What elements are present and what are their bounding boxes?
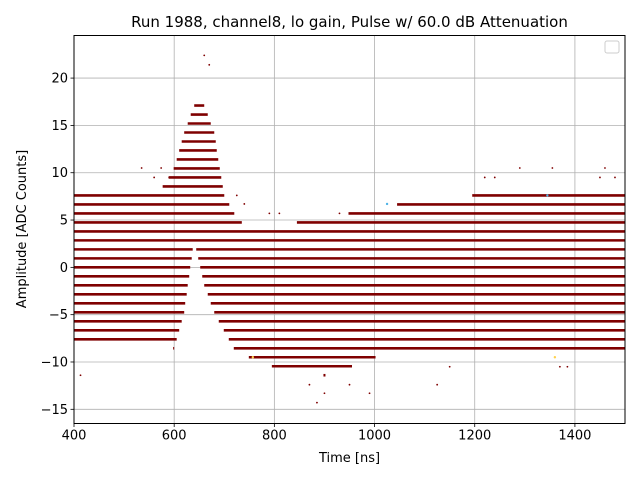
outlier-point	[160, 167, 163, 169]
outlier-point	[566, 365, 569, 368]
outlier-point	[278, 212, 281, 215]
data-point	[251, 356, 255, 359]
y-tick-label: −10	[41, 355, 68, 370]
outlier-point	[614, 176, 616, 179]
data-point	[546, 194, 549, 197]
outlier-point	[551, 167, 554, 169]
series-2	[251, 356, 557, 359]
outlier-point	[308, 383, 311, 386]
x-axis-label: Time [ns]	[318, 451, 380, 466]
outlier-point	[323, 392, 326, 395]
outlier-point	[558, 365, 561, 368]
outlier-point	[448, 365, 451, 368]
x-tick-label: 400	[62, 429, 87, 444]
outlier-point	[348, 383, 351, 386]
data-point	[553, 356, 557, 359]
chart-title: Run 1988, channel8, lo gain, Pulse w/ 60…	[131, 13, 568, 31]
y-tick-label: −15	[41, 403, 68, 418]
y-axis-ticks: −15 −10 −5 0 5 10 15 20	[41, 72, 74, 418]
x-tick-label: 800	[262, 429, 287, 444]
outlier-point	[366, 212, 368, 215]
y-tick-label: −5	[49, 308, 68, 323]
outlier-point	[518, 167, 521, 169]
y-tick-label: 20	[51, 72, 68, 87]
data-point	[385, 202, 389, 206]
outlier-point	[79, 374, 82, 377]
x-axis-ticks: 400 600 800 1000 1200 1400	[62, 423, 591, 444]
outlier-point	[140, 167, 143, 169]
data-points	[74, 54, 625, 404]
outlier-point	[436, 383, 439, 386]
y-axis-label: Amplitude [ADC Counts]	[15, 150, 30, 308]
outlier-point	[153, 176, 156, 179]
x-tick-label: 600	[162, 429, 187, 444]
y-tick-label: 10	[51, 166, 68, 181]
legend-box	[604, 40, 620, 54]
outlier-point	[235, 194, 238, 197]
outlier-point	[268, 212, 271, 215]
outlier-point	[243, 203, 246, 205]
x-tick-label: 1400	[558, 429, 591, 444]
outlier-point	[493, 176, 496, 179]
plot-frame	[73, 35, 626, 424]
x-tick-label: 1000	[358, 429, 391, 444]
y-tick-label: 5	[60, 214, 68, 229]
outlier-point	[604, 167, 606, 169]
outlier-point	[203, 54, 206, 57]
outlier-point	[368, 392, 371, 395]
y-tick-label: 0	[60, 261, 68, 276]
y-tick-label: 15	[51, 119, 68, 134]
outlier-point	[483, 176, 486, 179]
x-tick-label: 1200	[458, 429, 491, 444]
outlier-point	[208, 63, 211, 66]
outlier-point	[599, 176, 601, 179]
series-1	[74, 54, 625, 404]
outlier-point	[338, 212, 341, 215]
series-3	[385, 194, 549, 206]
outlier-point	[168, 176, 171, 179]
outlier-point	[316, 401, 318, 404]
